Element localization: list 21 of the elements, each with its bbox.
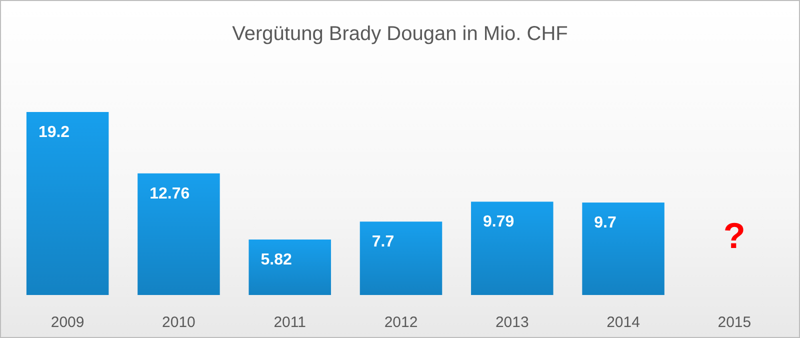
bar [26,112,109,295]
x-tick-label: 2015 [718,314,752,331]
x-tick-label: 2013 [495,314,529,331]
data-label: 9.79 [483,214,514,231]
x-tick-label: 2009 [50,314,84,331]
annotation: ? [723,215,746,256]
chart-title: Vergütung Brady Dougan in Mio. CHF [232,23,568,45]
data-label: 19.2 [38,124,70,141]
data-label: 7.7 [372,234,394,251]
data-label: 5.82 [260,252,292,269]
x-tick-label: 2014 [606,314,640,331]
bar [471,202,554,295]
data-label: 9.7 [594,214,617,232]
bar [138,173,220,295]
x-tick-label: 2010 [162,314,196,331]
x-tick-label: 2012 [384,314,418,331]
data-label: 12.76 [150,185,190,202]
bar [582,202,664,295]
x-tick-label: 2011 [274,314,306,331]
bar [248,240,331,295]
bar [360,222,442,295]
